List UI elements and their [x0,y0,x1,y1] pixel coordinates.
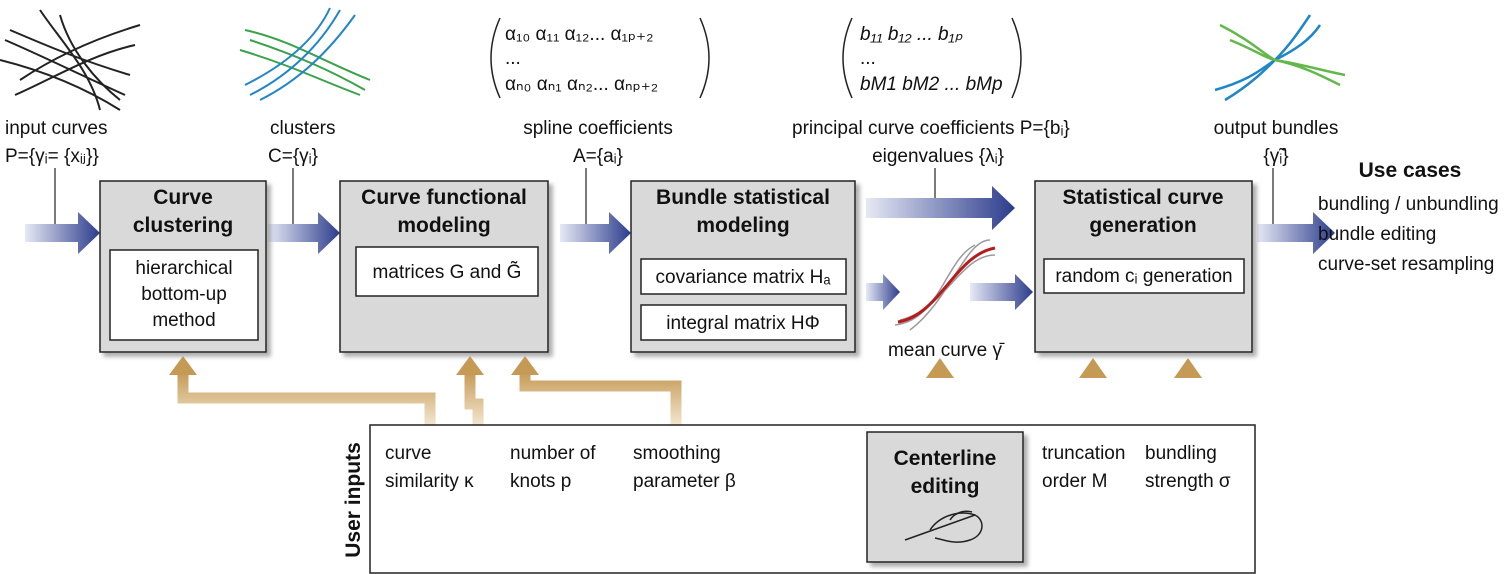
method-box [355,246,539,297]
method-box [640,304,847,341]
method: bottom-up [141,284,227,305]
param: bundling [1145,443,1217,464]
method: random cᵢ generation [1055,266,1232,287]
centerline-box [866,431,1024,563]
flow-label: clusters [270,118,335,139]
flow-symbol: A={aᵢ} [573,146,623,167]
input-curves-icon [0,9,141,111]
user-inputs-title: User inputs [342,442,365,558]
flow-label: principal curve coefficients P={bᵢ} [792,118,1070,139]
stage-title: generation [1089,214,1196,237]
use-cases-title: Use cases [1359,159,1462,182]
param: parameter β [633,471,736,492]
flow-label: output bundles [1214,118,1339,139]
matrix-row: ... [505,48,521,69]
method: integral matrix HΦ [666,313,819,334]
param: curve [385,443,431,464]
use-case: bundle editing [1318,224,1436,245]
flow-symbol: P={γᵢ= {xᵢⱼ}} [5,146,99,167]
method-box [109,249,259,341]
stage-title: modeling [696,214,789,237]
method-box [640,258,847,295]
mean-curve-label: mean curve γ̄ [888,340,1005,361]
param: smoothing [633,443,721,464]
flow-symbol: C={γᵢ} [268,146,318,167]
stage-title: Curve [153,186,213,209]
output-bundles-icon [1214,14,1346,102]
centerline-title: Centerline [894,447,997,470]
mean-curve-icon [894,239,996,331]
matrix-row: α₁₀ α₁₁ α₁₂... α₁ₚ₊₂ [505,24,653,45]
flow-symbol: {γ̃ᵢ} [1263,146,1288,167]
param: knots p [510,471,571,492]
hand-icon [904,510,983,543]
stage-title: Curve functional [361,186,527,209]
method: hierarchical [135,258,232,279]
method: covariance matrix Hₐ [656,267,832,288]
matrix-row: αₙ₀ αₙ₁ αₙ₂... αₙₚ₊₂ [505,74,658,95]
param: number of [510,443,596,464]
param: truncation [1042,443,1125,464]
flow-arrows [25,186,1335,310]
user-inputs-box [369,424,1256,574]
method: matrices G and G̃ [373,261,522,283]
stage-title: clustering [133,214,233,237]
param: order M [1042,471,1107,492]
centerline-title: editing [911,475,980,498]
use-case: bundling / unbundling [1318,194,1499,215]
method-box [1043,258,1245,294]
clusters-icon [239,7,371,101]
method: method [152,310,215,331]
stage-title: modeling [397,214,490,237]
flow-symbol: eigenvalues {λᵢ} [872,146,1004,167]
use-case: curve-set resampling [1318,254,1494,275]
matrix-row: bM1 bM2 ... bMp [860,74,1003,95]
flow-label: spline coefficients [523,118,673,139]
stage-title: Bundle statistical [656,186,830,209]
matrix-row: ... [860,48,876,69]
param: similarity κ [385,471,474,492]
stage-title: Statistical curve [1062,186,1223,209]
matrix-row: b₁₁ b₁₂ ... b₁ₚ [860,24,964,45]
flow-label: input curves [5,118,107,139]
input-arrows [169,356,1202,425]
param: strength σ [1145,471,1231,492]
matrix-brackets [490,17,1022,99]
